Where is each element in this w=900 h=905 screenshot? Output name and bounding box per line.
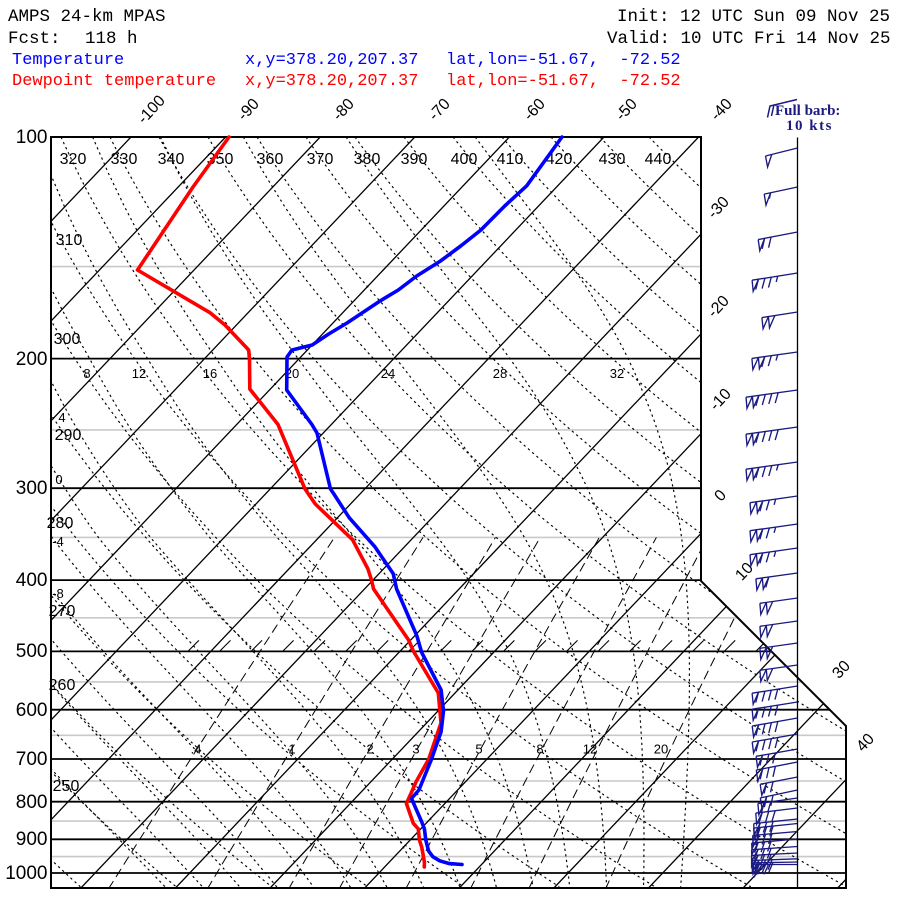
- svg-text:390: 390: [401, 151, 428, 168]
- svg-text:-8: -8: [52, 586, 64, 601]
- svg-text:-4: -4: [52, 534, 64, 549]
- svg-text:Full barb:: Full barb:: [775, 103, 840, 119]
- svg-text:3: 3: [412, 742, 419, 757]
- svg-text:270: 270: [49, 603, 76, 620]
- svg-text:AMPS 24-km MPAS: AMPS 24-km MPAS: [8, 7, 166, 27]
- svg-text:12: 12: [132, 366, 146, 381]
- svg-text:410: 410: [497, 151, 524, 168]
- svg-text:118 h: 118 h: [85, 29, 138, 49]
- svg-text:250: 250: [53, 778, 80, 795]
- svg-text:300: 300: [54, 331, 81, 348]
- svg-text:4: 4: [58, 410, 65, 425]
- svg-text:Fcst:: Fcst:: [8, 29, 61, 49]
- svg-text:380: 380: [354, 151, 381, 168]
- svg-text:320: 320: [60, 151, 87, 168]
- svg-text:300: 300: [16, 478, 48, 499]
- svg-text:Init: 12 UTC Sun 09 Nov 25: Init: 12 UTC Sun 09 Nov 25: [617, 7, 890, 27]
- svg-text:10 kts: 10 kts: [786, 118, 833, 134]
- svg-text:0: 0: [55, 472, 62, 487]
- svg-text:Dewpoint temperature: Dewpoint temperature: [12, 72, 216, 91]
- svg-text:600: 600: [16, 700, 48, 721]
- svg-text:330: 330: [111, 151, 138, 168]
- svg-text:x,y=378.20,207.37: x,y=378.20,207.37: [245, 72, 418, 91]
- svg-text:x,y=378.20,207.37: x,y=378.20,207.37: [245, 51, 418, 70]
- svg-text:20: 20: [654, 742, 668, 757]
- svg-text:8: 8: [83, 366, 90, 381]
- svg-text:370: 370: [307, 151, 334, 168]
- svg-text:32: 32: [610, 366, 624, 381]
- svg-text:28: 28: [493, 366, 507, 381]
- svg-text:24: 24: [381, 366, 395, 381]
- svg-text:12: 12: [583, 742, 597, 757]
- svg-text:900: 900: [16, 829, 48, 850]
- svg-text:260: 260: [49, 677, 76, 694]
- svg-text:1: 1: [288, 742, 295, 757]
- svg-text:700: 700: [16, 749, 48, 770]
- svg-text:400: 400: [451, 151, 478, 168]
- svg-text:360: 360: [257, 151, 284, 168]
- svg-text:800: 800: [16, 792, 48, 813]
- svg-text:.4: .4: [191, 742, 202, 757]
- svg-text:5: 5: [475, 742, 482, 757]
- svg-text:2: 2: [366, 742, 373, 757]
- svg-text:Temperature: Temperature: [12, 51, 124, 70]
- svg-text:16: 16: [203, 366, 217, 381]
- svg-text:340: 340: [158, 151, 185, 168]
- svg-text:100: 100: [16, 127, 48, 148]
- svg-text:430: 430: [599, 151, 626, 168]
- svg-text:400: 400: [16, 570, 48, 591]
- svg-text:310: 310: [56, 232, 83, 249]
- svg-text:lat,lon=-51.67, -72.52: lat,lon=-51.67, -72.52: [446, 51, 681, 70]
- svg-text:8: 8: [536, 742, 543, 757]
- svg-text:Valid: 10 UTC Fri 14 Nov 25: Valid: 10 UTC Fri 14 Nov 25: [607, 29, 891, 49]
- svg-text:290: 290: [55, 427, 82, 444]
- svg-text:200: 200: [16, 349, 48, 370]
- svg-text:lat,lon=-51.67, -72.52: lat,lon=-51.67, -72.52: [446, 72, 681, 91]
- svg-text:280: 280: [47, 515, 74, 532]
- svg-text:440: 440: [645, 151, 672, 168]
- svg-text:1000: 1000: [5, 863, 47, 884]
- svg-text:500: 500: [16, 641, 48, 662]
